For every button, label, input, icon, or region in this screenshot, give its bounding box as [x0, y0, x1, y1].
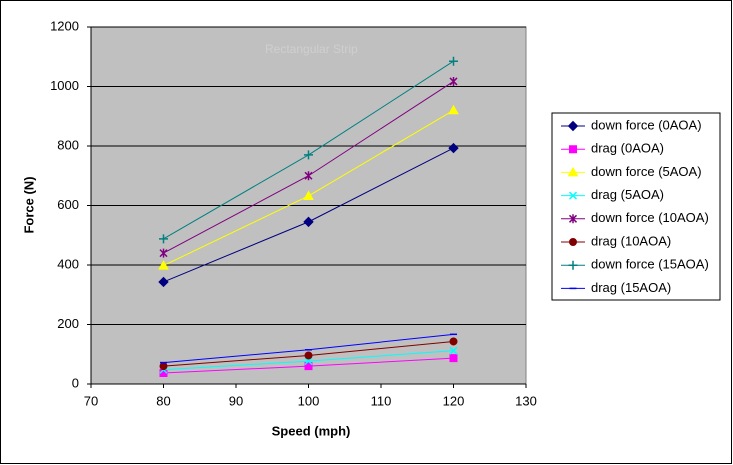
data-point — [448, 104, 459, 115]
y-tick-label: 200 — [57, 316, 79, 331]
data-point — [304, 171, 313, 181]
data-point — [303, 216, 314, 228]
data-point — [448, 142, 459, 154]
legend-marker — [568, 214, 578, 224]
x-tick-label: 130 — [515, 393, 537, 408]
y-tick-label: 400 — [57, 256, 79, 271]
y-axis-title: Force (N) — [21, 176, 36, 233]
x-axis-title: Speed (mph) — [272, 423, 351, 438]
x-tick-label: 70 — [84, 393, 98, 408]
legend-label: drag (5AOA) — [591, 187, 664, 202]
data-point — [159, 362, 168, 371]
data-point — [304, 351, 313, 360]
y-tick-label: 800 — [57, 137, 79, 152]
legend-label: drag (10AOA) — [591, 233, 671, 248]
legend-marker — [569, 145, 577, 154]
x-tick-label: 120 — [443, 393, 465, 408]
data-point — [159, 248, 168, 258]
data-point — [449, 337, 458, 346]
legend-label: drag (15AOA) — [591, 280, 671, 295]
legend-label: down force (15AOA) — [591, 257, 709, 272]
x-tick-label: 80 — [156, 393, 170, 408]
data-point — [449, 346, 458, 355]
legend-marker — [568, 191, 578, 200]
y-tick-label: 1200 — [50, 18, 79, 33]
x-tick-label: 100 — [298, 393, 320, 408]
legend-label: down force (0AOA) — [591, 117, 702, 132]
legend — [551, 112, 721, 301]
legend-marker — [569, 238, 577, 246]
legend-label: drag (0AOA) — [591, 141, 664, 156]
x-tick-label: 110 — [371, 393, 392, 408]
x-tick-label: 90 — [229, 393, 243, 408]
data-point — [303, 190, 314, 200]
legend-label: down force (10AOA) — [591, 210, 709, 225]
data-point — [449, 56, 458, 66]
legend-marker — [567, 166, 579, 177]
y-tick-label: 0 — [72, 375, 79, 390]
data-point — [449, 354, 458, 363]
data-point — [449, 76, 458, 86]
data-point — [159, 234, 168, 244]
data-point — [158, 276, 169, 288]
data-point — [158, 260, 169, 270]
y-tick-label: 600 — [57, 197, 79, 212]
legend-label: down force (5AOA) — [591, 164, 702, 179]
y-tick-label: 1000 — [50, 78, 79, 93]
data-point — [304, 150, 313, 160]
data-point — [304, 357, 313, 366]
legend-marker — [567, 120, 579, 132]
legend-marker — [568, 260, 578, 270]
watermark: Rectangular Strip — [265, 42, 358, 56]
